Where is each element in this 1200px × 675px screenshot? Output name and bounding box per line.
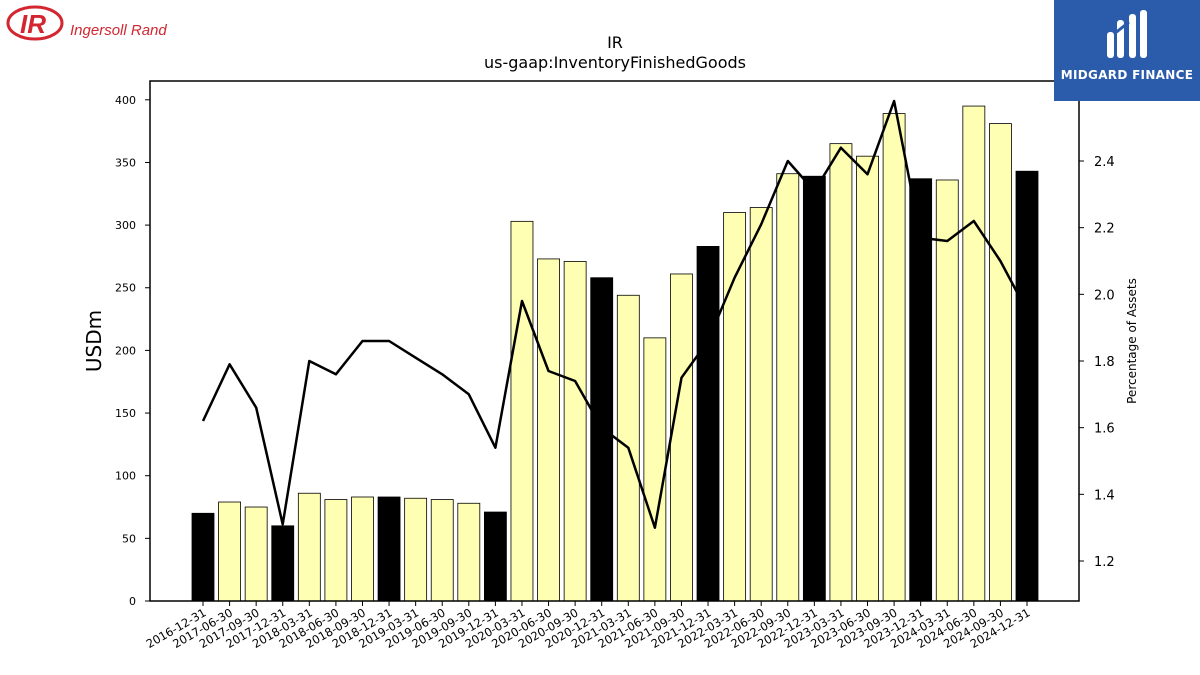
y2-tick-label: 2.2 <box>1094 222 1115 237</box>
chart-title: IR <box>607 33 623 52</box>
bar <box>643 337 667 602</box>
midgard-m-icon <box>1107 10 1147 58</box>
y-tick-label: 300 <box>115 219 136 232</box>
bar <box>829 143 853 602</box>
line-group <box>201 99 1029 529</box>
series-line <box>201 99 1029 529</box>
y2-tick-label: 1.4 <box>1094 488 1115 503</box>
y2-tick-label: 2.0 <box>1094 288 1115 303</box>
y-tick-label: 200 <box>115 344 136 357</box>
bar <box>563 261 587 602</box>
bar <box>723 212 747 602</box>
bar <box>244 506 268 602</box>
bar <box>696 245 720 602</box>
ingersoll-rand-logo: IR Ingersoll Rand <box>6 4 167 48</box>
y2-tick-label: 1.6 <box>1094 422 1115 437</box>
bar <box>483 511 507 602</box>
y-tick-label: 400 <box>115 94 136 107</box>
y-tick-label: 100 <box>115 470 136 483</box>
bar <box>324 499 348 602</box>
y2-axis-label: Percentage of Assets <box>1125 278 1139 404</box>
bar <box>271 525 295 602</box>
y2-tick-label: 2.4 <box>1094 155 1115 170</box>
y2-axis: 1.2 1.4 1.6 1.8 2.0 2.2 2.4 <box>1079 155 1115 570</box>
bar <box>670 273 693 602</box>
ir-logo-text: Ingersoll Rand <box>70 22 167 39</box>
bar <box>191 512 215 602</box>
y-tick-label: 350 <box>115 156 136 169</box>
bar <box>351 496 374 602</box>
ir-logo-mark: IR <box>20 9 46 39</box>
bar <box>377 496 401 602</box>
y-axis-label: USDm <box>82 310 106 372</box>
plot-frame <box>149 80 1080 602</box>
bar <box>218 501 241 602</box>
bar <box>962 105 986 602</box>
ir-logo-icon: IR <box>6 5 64 41</box>
y2-tick-label: 1.8 <box>1094 355 1115 370</box>
bar <box>935 179 959 602</box>
y-tick-label: 250 <box>115 282 136 295</box>
x-axis: 2016-12-312017-06-302017-09-302017-12-31… <box>144 601 1033 651</box>
bar <box>510 220 534 602</box>
y-tick-label: 0 <box>129 595 136 608</box>
y-tick-label: 50 <box>122 532 136 545</box>
bars-group <box>191 105 1039 602</box>
bar <box>1015 170 1039 602</box>
midgard-logo-text: MIDGARD FINANCE <box>1060 68 1194 82</box>
bar <box>856 155 879 602</box>
y-axis: 0 50 100 150 200 250 300 350 400 <box>115 94 150 608</box>
bar <box>909 178 933 602</box>
bar <box>457 502 481 602</box>
bar <box>590 277 614 602</box>
chart-subtitle: us-gaap:InventoryFinishedGoods <box>484 53 746 72</box>
midgard-finance-logo: MIDGARD FINANCE <box>1054 0 1200 101</box>
bar <box>802 175 826 602</box>
bar <box>749 207 773 602</box>
bar <box>989 123 1012 602</box>
y-tick-label: 150 <box>115 407 136 420</box>
y2-tick-label: 1.2 <box>1094 555 1115 570</box>
bar <box>297 492 321 602</box>
bar <box>537 258 560 602</box>
bar <box>882 113 906 602</box>
bar <box>404 497 428 602</box>
bar <box>776 173 800 602</box>
bar <box>430 499 454 602</box>
